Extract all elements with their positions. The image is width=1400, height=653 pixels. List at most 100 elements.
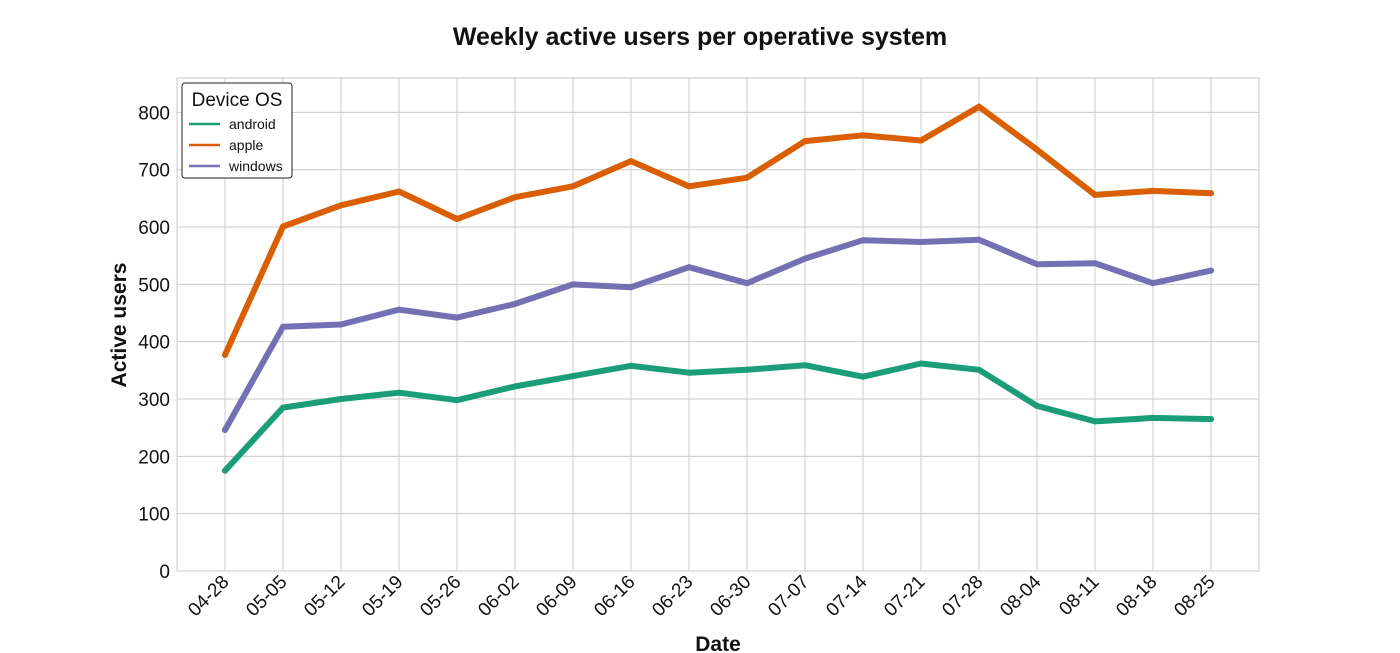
data-point-android — [1208, 416, 1214, 423]
y-axis-ticks: 0 100 200 300 400 500 600 700 800 — [138, 103, 170, 583]
data-point-apple — [222, 351, 228, 358]
data-point-apple — [570, 183, 576, 190]
data-point-windows — [860, 237, 866, 244]
y-tick-label: 800 — [138, 103, 170, 124]
series-layer — [222, 103, 1214, 474]
data-point-android — [280, 404, 286, 411]
y-tick-label: 400 — [138, 333, 170, 354]
y-tick-label: 0 — [159, 562, 170, 583]
x-tick-label: 07-07 — [764, 572, 813, 621]
x-tick-label: 06-16 — [590, 572, 639, 621]
x-tick-label: 05-26 — [416, 572, 465, 621]
x-tick-label: 06-23 — [648, 572, 697, 621]
data-point-apple — [802, 138, 808, 145]
data-point-android — [222, 467, 228, 474]
x-tick-label: 06-09 — [532, 572, 581, 621]
data-point-windows — [454, 314, 460, 321]
data-point-apple — [860, 132, 866, 139]
x-tick-label: 04-28 — [184, 572, 233, 621]
data-point-windows — [1034, 261, 1040, 268]
x-axis-ticks: 04-28 05-05 05-12 05-19 05-26 06-02 06-09 06-16… — [184, 571, 1219, 621]
x-axis-label: Date — [695, 633, 741, 653]
data-point-apple — [976, 103, 982, 110]
y-tick-label: 200 — [138, 447, 170, 468]
data-point-apple — [628, 158, 634, 165]
data-point-android — [918, 360, 924, 367]
y-tick-label: 600 — [138, 218, 170, 239]
x-tick-label: 08-11 — [1055, 572, 1103, 620]
legend-items: android apple windows — [189, 116, 283, 174]
data-point-apple — [1150, 187, 1156, 194]
data-point-android — [338, 396, 344, 403]
legend-label-windows: windows — [228, 158, 283, 174]
legend-label-apple: apple — [229, 137, 263, 153]
data-point-android — [570, 373, 576, 380]
data-point-windows — [628, 284, 634, 291]
data-point-android — [396, 389, 402, 396]
legend: Device OS android apple windows — [181, 82, 293, 179]
data-point-android — [454, 397, 460, 404]
data-point-apple — [454, 216, 460, 223]
data-point-apple — [1208, 190, 1214, 197]
data-point-apple — [280, 223, 286, 230]
legend-box — [181, 82, 293, 179]
data-point-apple — [396, 188, 402, 195]
data-point-android — [512, 383, 518, 390]
data-point-windows — [802, 255, 808, 262]
data-point-android — [1150, 414, 1156, 421]
data-point-android — [802, 362, 808, 369]
data-point-windows — [976, 236, 982, 243]
data-point-android — [1034, 402, 1040, 409]
x-tick-label: 05-05 — [242, 572, 291, 621]
x-tick-label: 07-14 — [822, 571, 872, 621]
data-point-apple — [1034, 146, 1040, 153]
chart-title: Weekly active users per operative system — [453, 23, 947, 51]
series-line-apple — [222, 103, 1214, 358]
data-point-windows — [338, 321, 344, 328]
data-point-windows — [686, 264, 692, 271]
data-point-windows — [918, 238, 924, 245]
legend-label-android: android — [229, 116, 276, 132]
data-point-windows — [512, 300, 518, 307]
data-point-android — [1092, 418, 1098, 425]
y-tick-label: 700 — [138, 161, 170, 182]
x-tick-label: 06-02 — [474, 572, 523, 621]
y-tick-label: 500 — [138, 275, 170, 296]
plot-area — [176, 77, 1260, 572]
data-point-windows — [280, 323, 286, 330]
x-tick-label: 08-18 — [1112, 572, 1161, 621]
y-tick-label: 300 — [138, 390, 170, 411]
x-tick-label: 05-12 — [300, 572, 349, 621]
x-tick-label: 07-28 — [938, 572, 987, 621]
legend-title: Device OS — [192, 90, 283, 111]
data-point-windows — [1208, 267, 1214, 274]
data-point-apple — [686, 183, 692, 190]
series-line-android — [222, 360, 1214, 474]
data-point-apple — [512, 194, 518, 201]
data-point-android — [976, 366, 982, 373]
data-point-windows — [1150, 280, 1156, 287]
x-tick-label: 07-21 — [880, 572, 929, 621]
y-axis-label: Active users — [108, 263, 131, 388]
data-point-apple — [1092, 191, 1098, 198]
data-point-apple — [744, 174, 750, 181]
data-point-apple — [338, 202, 344, 209]
x-tick-label: 06-30 — [706, 572, 755, 621]
grid — [177, 78, 1259, 572]
x-tick-label: 05-19 — [358, 572, 407, 621]
data-point-windows — [1092, 260, 1098, 267]
series-line-windows — [222, 236, 1214, 433]
x-tick-label: 08-25 — [1170, 572, 1219, 621]
x-tick-label: 08-04 — [996, 571, 1046, 621]
data-point-windows — [396, 306, 402, 313]
y-tick-label: 100 — [138, 505, 170, 526]
data-point-apple — [918, 137, 924, 144]
data-point-android — [628, 362, 634, 369]
data-point-android — [686, 369, 692, 376]
data-point-android — [744, 366, 750, 373]
data-point-windows — [222, 426, 228, 433]
data-point-windows — [744, 280, 750, 287]
data-point-android — [860, 373, 866, 380]
data-point-windows — [570, 281, 576, 288]
